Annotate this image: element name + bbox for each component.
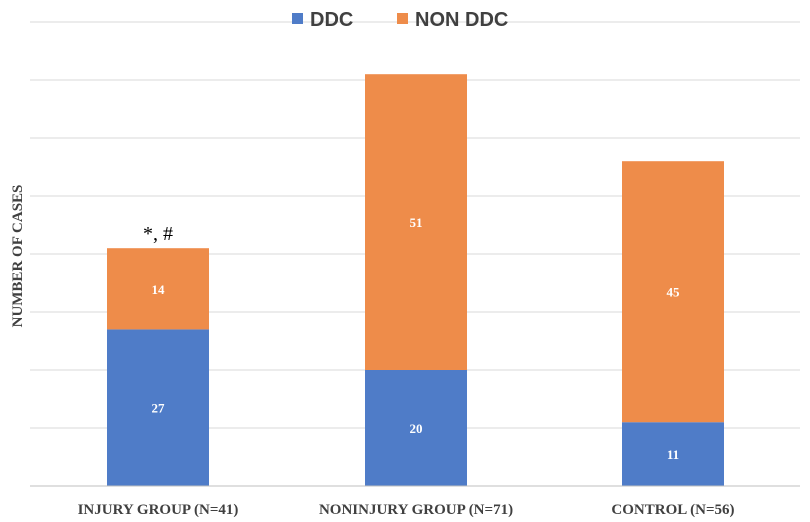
value-label-ddc-injury-group-n-41: 27	[152, 401, 166, 416]
value-label-non-ddc-injury-group-n-41: 14	[152, 282, 166, 297]
value-label-ddc-control-n-56: 11	[667, 447, 679, 462]
legend-label-non-ddc: NON DDC	[415, 9, 508, 31]
category-label-noninjury-group-n-71: NONINJURY GROUP (N=71)	[319, 502, 513, 518]
legend-swatch-ddc	[292, 13, 303, 24]
value-label-non-ddc-control-n-56: 45	[667, 285, 681, 300]
bar-non-ddc-noninjury-group-n-71	[365, 74, 467, 370]
value-label-non-ddc-noninjury-group-n-71: 51	[410, 215, 423, 230]
value-label-ddc-noninjury-group-n-71: 20	[410, 421, 423, 436]
bar-non-ddc-injury-group-n-41	[107, 248, 209, 330]
annotations: *, #	[143, 223, 173, 245]
legend: DDC NON DDC	[292, 9, 508, 31]
category-label-control-n-56: CONTROL (N=56)	[611, 502, 734, 518]
significance-annotation: *, #	[143, 223, 173, 245]
bar-ddc-control-n-56	[622, 422, 724, 486]
bar-ddc-noninjury-group-n-71	[365, 370, 467, 486]
legend-swatch-non-ddc	[397, 13, 408, 24]
value-labels: 27 14 20 51 11 45	[152, 215, 681, 462]
bar-ddc-injury-group-n-41	[107, 329, 209, 486]
legend-label-ddc: DDC	[310, 9, 353, 31]
bar-non-ddc-control-n-56	[622, 161, 724, 423]
category-label-injury-group-n-41: INJURY GROUP (N=41)	[78, 502, 239, 518]
bars	[107, 74, 724, 486]
category-labels: INJURY GROUP (N=41) NONINJURY GROUP (N=71…	[78, 502, 735, 518]
y-axis-label: NUMBER OF CASES	[10, 185, 26, 328]
